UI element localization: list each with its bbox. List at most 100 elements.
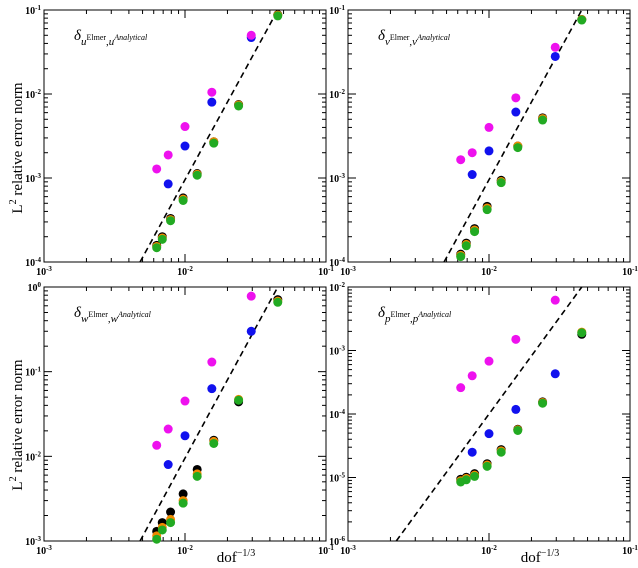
chart-panel: 10-3 10-2 10-110-410-310-210-1δvElmer,vAna… — [329, 4, 638, 278]
data-point-blue — [180, 431, 190, 441]
chart-panel: 10-3 10-2 10-1 10-6 10-5 10-4 10-3 10-2 δpElmer,… — [329, 281, 638, 557]
x-tick-label: 10-1 — [622, 544, 638, 557]
y-tick-label: 100 — [28, 281, 42, 294]
data-point-green — [482, 461, 492, 471]
data-point-green — [157, 525, 167, 535]
data-point-magenta — [550, 42, 560, 52]
x-tick-label: 10-3 — [36, 265, 52, 278]
x-tick-label: 10-2 — [481, 544, 497, 557]
data-point-magenta — [511, 334, 521, 344]
data-point-blue — [550, 369, 560, 379]
y-tick-label: 10-5 — [329, 472, 345, 485]
data-point-magenta — [511, 93, 521, 103]
reference-slope-line — [443, 10, 583, 262]
y-tick-label: 10-4 — [25, 256, 41, 269]
x-label-exp: −1/3 — [541, 548, 559, 559]
y-tick-label: 10-3 — [329, 345, 345, 358]
data-point-magenta — [207, 357, 217, 367]
y-tick-label: 10-2 — [25, 450, 41, 463]
x-tick-label: 10-1 — [622, 265, 638, 278]
x-tick-label: 10-2 — [177, 265, 193, 278]
x-tick-label: 10-2 — [177, 544, 193, 557]
y-label-main: L — [10, 481, 26, 490]
data-point-blue — [180, 141, 190, 151]
data-point-blue — [550, 51, 560, 61]
data-point-green — [152, 534, 162, 544]
reference-slope-line — [139, 287, 279, 541]
chart-panel: 10-3 10-2 10-1 10-3 10-2 10-1 100 δwElmer,wAnal… — [25, 281, 334, 557]
data-point-magenta — [484, 356, 494, 366]
data-point-magenta — [456, 383, 466, 393]
chart-panel: 10-3 10-2 10-110-410-310-210-1δuElmer,uAna… — [25, 4, 334, 278]
data-point-blue — [207, 97, 217, 107]
data-point-magenta — [246, 291, 256, 301]
reference-slope-line — [139, 10, 279, 262]
data-point-black — [178, 489, 188, 499]
data-point-magenta — [550, 295, 560, 305]
y-tick-label: 10-3 — [25, 172, 41, 185]
data-point-green — [577, 15, 587, 25]
x-tick-label: 10-3 — [340, 544, 356, 557]
data-point-blue — [163, 179, 173, 189]
y-axis-label-top: L2 relative error norm — [8, 82, 26, 214]
data-point-green — [273, 297, 283, 307]
data-point-green — [209, 438, 219, 448]
y-label-rest: relative error norm — [10, 82, 26, 199]
data-point-blue — [511, 107, 521, 117]
data-point-magenta — [207, 87, 217, 97]
data-point-green — [577, 328, 587, 338]
data-point-green — [470, 471, 480, 481]
data-point-green — [157, 234, 167, 244]
data-point-green — [496, 178, 506, 188]
y-tick-label: 10-1 — [329, 4, 345, 17]
data-point-blue — [207, 384, 217, 394]
data-point-magenta — [484, 122, 494, 132]
panel-annotation: δvElmer,vAnalytical — [378, 28, 451, 48]
data-point-green — [166, 518, 176, 528]
x-tick-label: 10-3 — [36, 544, 52, 557]
panel-annotation: δpElmer,pAnalytical — [378, 305, 452, 325]
data-point-green — [209, 138, 219, 148]
x-tick-label: 10-1 — [318, 265, 334, 278]
x-axis-label-left: dof−1/3 — [217, 548, 255, 566]
y-tick-label: 10-6 — [329, 535, 345, 548]
data-point-green — [538, 115, 548, 125]
data-point-magenta — [163, 150, 173, 160]
data-point-green — [166, 216, 176, 226]
panel-annotation: δuElmer,uAnalytical — [74, 28, 148, 48]
data-point-green — [482, 205, 492, 215]
data-point-green — [178, 498, 188, 508]
data-point-green — [461, 475, 471, 485]
data-point-green — [513, 425, 523, 435]
data-point-blue — [484, 429, 494, 439]
plot-frame — [347, 286, 631, 542]
data-point-green — [192, 170, 202, 180]
y-tick-label: 10-3 — [329, 172, 345, 185]
y-tick-label: 10-4 — [329, 256, 345, 269]
data-point-blue — [484, 146, 494, 156]
y-label-rest: relative error norm — [10, 359, 26, 476]
data-point-magenta — [152, 440, 162, 450]
data-point-green — [152, 243, 162, 253]
y-tick-label: 10-2 — [329, 281, 345, 294]
x-tick-label: 10-2 — [481, 265, 497, 278]
data-point-blue — [246, 326, 256, 336]
data-point-magenta — [180, 396, 190, 406]
y-tick-label: 10-2 — [329, 88, 345, 101]
x-tick-label: 10-1 — [318, 544, 334, 557]
data-point-blue — [467, 447, 477, 457]
data-point-blue — [163, 460, 173, 470]
data-point-green — [470, 227, 480, 237]
y-label-main: L — [10, 204, 26, 213]
x-label-exp: −1/3 — [237, 548, 255, 559]
data-point-green — [273, 11, 283, 21]
y-label-exp: 2 — [8, 476, 19, 481]
data-point-magenta — [456, 155, 466, 165]
data-point-green — [234, 101, 244, 111]
y-tick-label: 10-1 — [25, 366, 41, 379]
panel-annotation: δwElmer,wAnalytical — [74, 305, 152, 325]
data-point-magenta — [180, 122, 190, 132]
y-tick-label: 10-3 — [25, 535, 41, 548]
data-point-green — [192, 471, 202, 481]
